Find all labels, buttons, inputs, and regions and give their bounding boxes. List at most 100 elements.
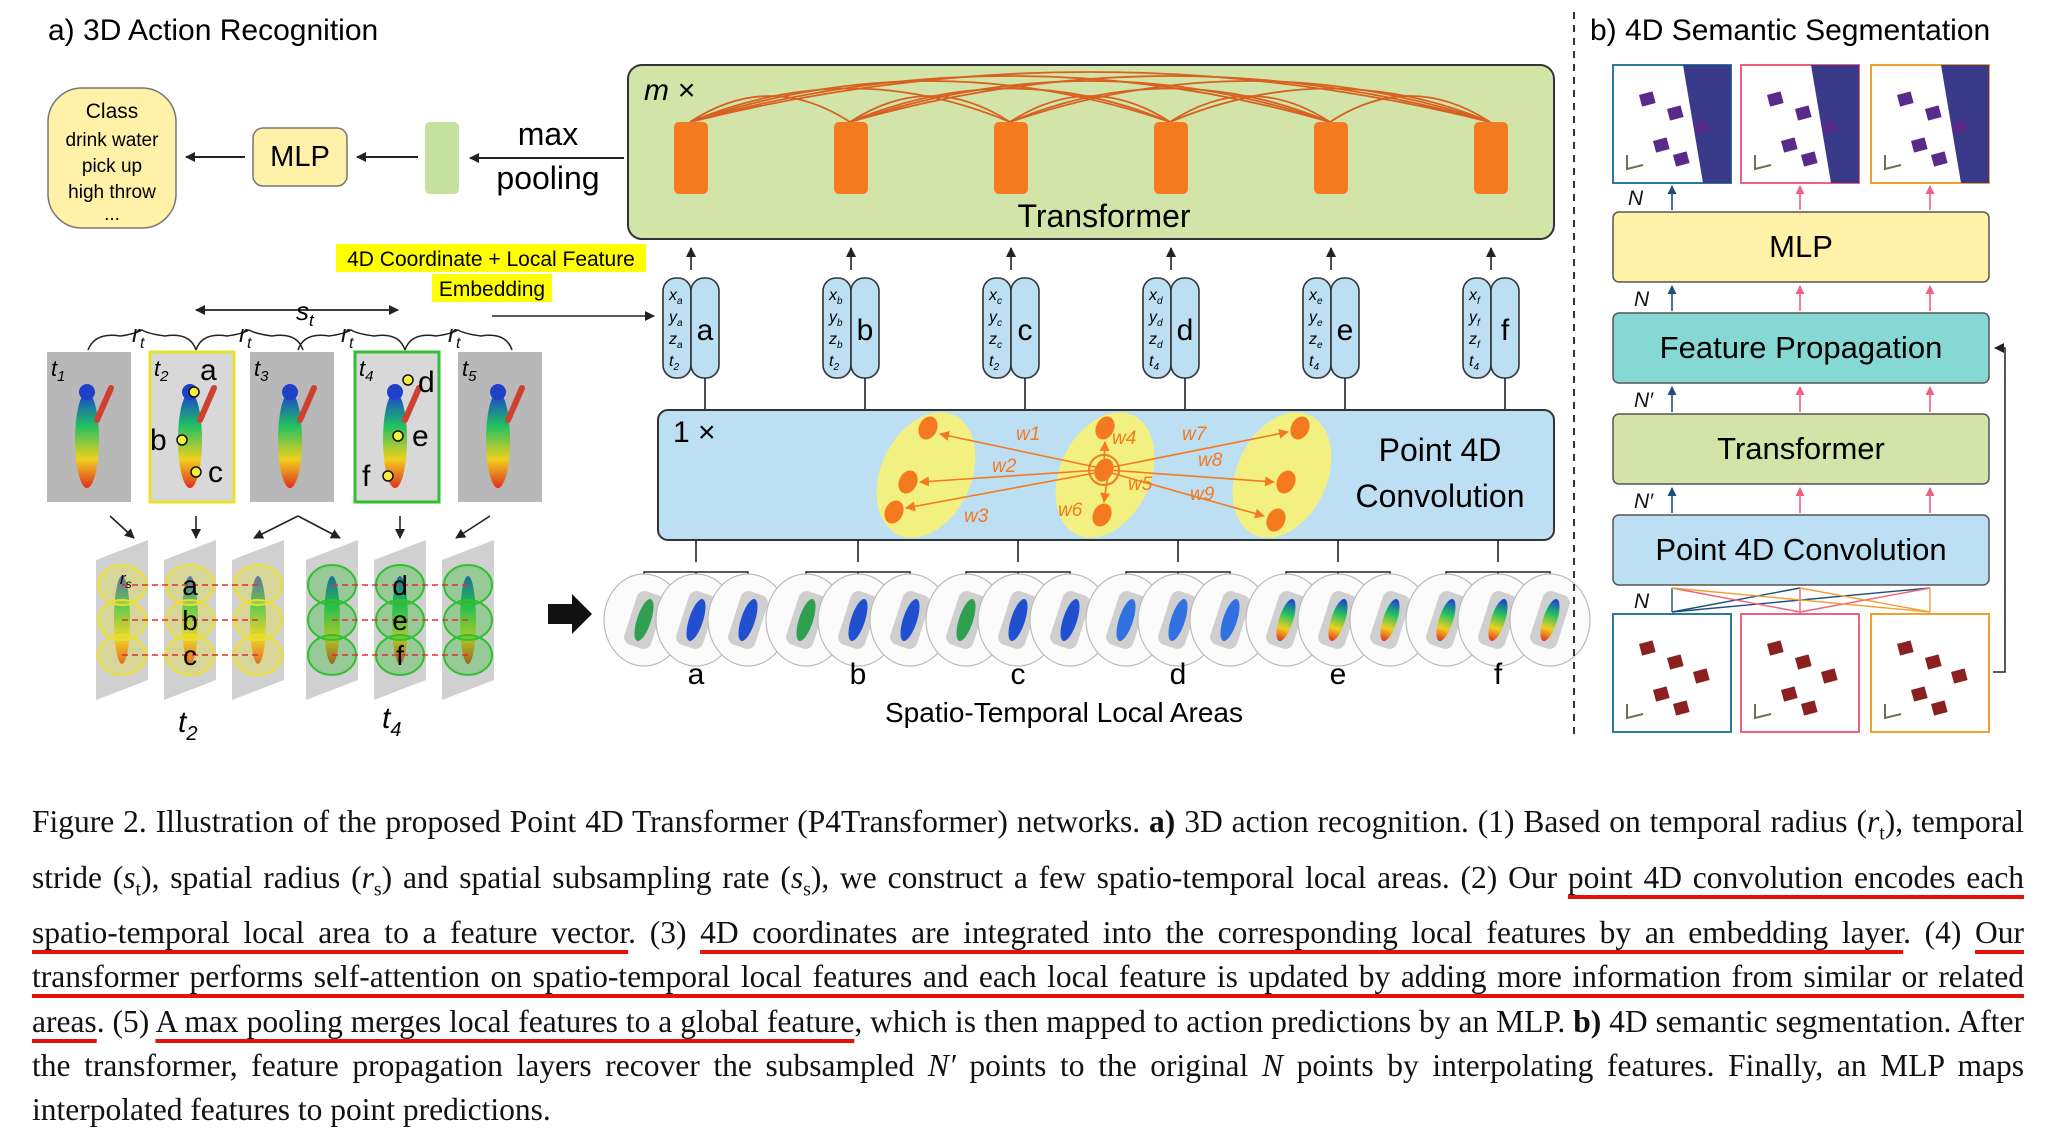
stack-frame-label: t2 xyxy=(178,706,197,745)
conv-point xyxy=(918,416,938,440)
local-area-label: e xyxy=(1330,658,1347,691)
stack-t4: def xyxy=(306,540,494,700)
panel-b-title: b) 4D Semantic Segmentation xyxy=(1590,14,1990,47)
mlp-box-b: MLP xyxy=(1612,211,1990,283)
caption-underlined: point 4D convolution encodes each spatio… xyxy=(32,859,2024,951)
anchor-point-marker xyxy=(392,430,404,442)
segmentation-image xyxy=(1870,613,1990,733)
local-area-d: d xyxy=(1085,573,1271,691)
segmentation-inputs xyxy=(1612,613,1990,733)
weight-label: w2 xyxy=(992,456,1017,477)
panel-a-title: a) 3D Action Recognition xyxy=(48,14,378,47)
token-point-label: c xyxy=(1018,314,1033,347)
frame-t3: t3 xyxy=(250,352,334,502)
input-connector xyxy=(1671,587,1931,613)
n-label: N xyxy=(1628,187,1644,210)
stack-point-label: b xyxy=(182,605,198,636)
caption-text: 4D semantic segmentation. After the tran… xyxy=(32,1003,2025,1084)
segmentation-outputs xyxy=(1612,64,1990,184)
caption-underlined: Our transformer performs self-attention … xyxy=(32,915,2024,1039)
caption-text: . (4) xyxy=(1903,915,1975,951)
embedding-note: 4D Coordinate + Local Feature xyxy=(347,248,635,271)
weight-label: w1 xyxy=(1016,424,1040,445)
feature-propagation-label: Feature Propagation xyxy=(1660,330,1943,365)
input-connector xyxy=(1671,587,1801,613)
caption-math: N xyxy=(1261,1048,1283,1084)
caption-text: . (3) xyxy=(628,915,701,951)
local-area-a: a xyxy=(603,573,789,691)
local-area-label: d xyxy=(1170,658,1187,691)
frame-to-area-arrows xyxy=(109,515,491,539)
stack-point-label: e xyxy=(392,605,408,636)
conv-point xyxy=(1276,470,1296,494)
conv-point xyxy=(1290,416,1310,440)
conv-point xyxy=(898,470,918,494)
anchor-point-marker xyxy=(176,434,188,446)
weight-label: w9 xyxy=(1190,484,1215,505)
transformer-token xyxy=(1474,122,1508,194)
segmentation-image xyxy=(1612,613,1732,733)
weight-label: w5 xyxy=(1128,474,1153,495)
radius-label: rt xyxy=(448,321,461,352)
max-pooling-label: max xyxy=(518,116,578,152)
frame-t5: t5 xyxy=(458,352,542,502)
local-area-b: b xyxy=(765,573,951,691)
attention-arcs xyxy=(689,71,1491,123)
conv-label: Convolution xyxy=(1356,478,1525,514)
local-area-label: f xyxy=(1494,658,1503,691)
mlp-box-a: MLP xyxy=(252,127,348,187)
anchor-point-marker xyxy=(402,374,414,386)
stack-point-label: f xyxy=(396,640,404,671)
local-area-c: c xyxy=(925,573,1111,691)
transformer-block: m × Transformer xyxy=(627,64,1555,240)
token-point-label: f xyxy=(1501,314,1510,347)
transformer-token xyxy=(1154,122,1188,194)
caption-text: points by interpolating features. Finall… xyxy=(32,1048,2024,1128)
caption-text: ), we construct a few spatio-temporal lo… xyxy=(810,859,1568,895)
conv-label: Point 4D xyxy=(1379,432,1502,468)
spatio-temporal-local-areas: a b c d e f xyxy=(603,573,1591,691)
caption-bold: b) xyxy=(1573,1003,1602,1039)
class-item: drink water xyxy=(66,130,160,151)
anchor-point-label: f xyxy=(362,460,371,493)
point-4d-conv-block: 1 × Point 4D Convolution w1 w2 w3 w4 xyxy=(657,409,1555,541)
caption-text: , which is then mapped to action predict… xyxy=(854,1003,1574,1039)
weight-label: w6 xyxy=(1058,500,1083,521)
weight-label: w3 xyxy=(964,506,989,527)
transformer-repeat: m × xyxy=(644,74,695,107)
weight-label: w4 xyxy=(1112,428,1136,449)
transformer-token xyxy=(1314,122,1348,194)
radius-label: rt xyxy=(132,321,145,352)
figure-caption: Figure 2. Illustration of the proposed P… xyxy=(32,800,2024,1133)
conv-point xyxy=(1092,503,1112,527)
local-areas-label: Spatio-Temporal Local Areas xyxy=(885,697,1243,728)
caption-text: 3D action recognition. (1) Based on temp… xyxy=(1175,804,1867,839)
max-pooling-label: pooling xyxy=(496,160,599,196)
conv-repeat: 1 × xyxy=(673,416,716,449)
segmentation-image xyxy=(1740,64,1860,184)
stack-frame-label: t4 xyxy=(382,702,401,741)
figure-2-diagram: a) 3D Action Recognition Class drink wat… xyxy=(47,12,2006,745)
caption-text: ) and spatial subsampling rate ( xyxy=(381,859,791,895)
conv-label-b: Point 4D Convolution xyxy=(1655,532,1946,567)
anchor-point-marker xyxy=(382,470,394,482)
caption-math: s xyxy=(790,859,804,895)
anchor-point-label: e xyxy=(412,420,429,453)
svg-text:st: st xyxy=(296,296,315,330)
coord-label: t2 xyxy=(989,353,999,373)
anchor-point-label: c xyxy=(208,456,223,489)
anchor-point-marker xyxy=(188,386,200,398)
mlp-label-b: MLP xyxy=(1769,229,1833,264)
local-area-f: f xyxy=(1405,573,1591,691)
frame-t1: t1 xyxy=(47,352,131,502)
caption-math: s xyxy=(123,859,136,895)
coord-label: t4 xyxy=(1309,353,1319,373)
segmentation-arrows xyxy=(1667,185,1935,613)
coord-label: t4 xyxy=(1469,353,1479,373)
